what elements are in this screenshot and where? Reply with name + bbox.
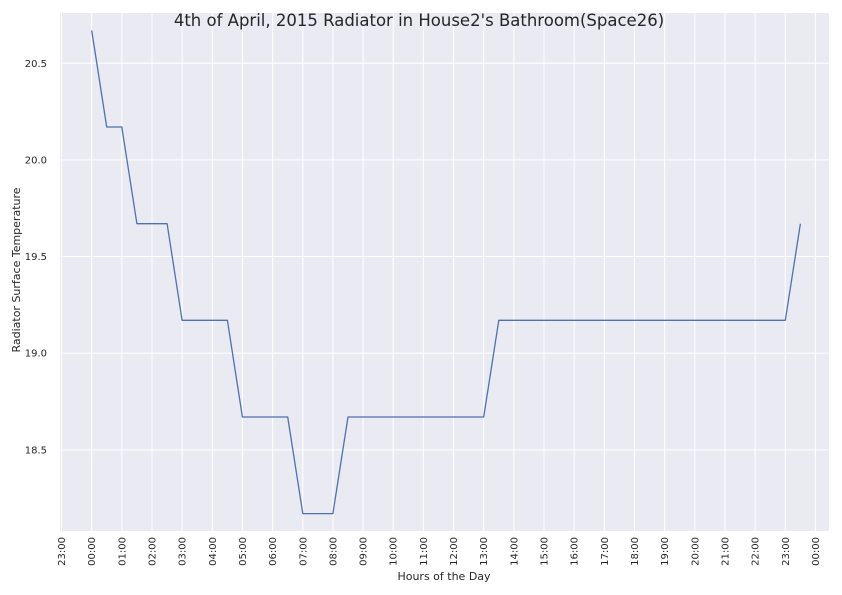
- x-axis-label: Hours of the Day: [397, 570, 491, 583]
- x-tick-label: 11:00: [419, 537, 430, 566]
- chart-title: 4th of April, 2015 Radiator in House2's …: [174, 11, 664, 30]
- y-tick-label: 19.5: [25, 252, 47, 263]
- plot-background: [60, 13, 829, 531]
- x-tick-label: 02:00: [147, 537, 158, 566]
- x-tick-label: 12:00: [449, 537, 460, 566]
- x-tick-label: 21:00: [720, 537, 731, 566]
- series-group: [91, 30, 802, 515]
- x-tick-label: 23:00: [781, 537, 792, 566]
- x-tick-label: 16:00: [570, 537, 581, 566]
- x-tick-label: 09:00: [359, 537, 370, 566]
- x-tick-label: 15:00: [540, 537, 551, 566]
- y-tick-label: 18.5: [25, 445, 47, 456]
- x-tick-label: 08:00: [328, 537, 339, 566]
- x-tick-label: 00:00: [811, 537, 822, 566]
- x-tick-label: 17:00: [600, 537, 611, 566]
- x-tick-label: 03:00: [178, 537, 189, 566]
- x-tick-label: 06:00: [268, 537, 279, 566]
- x-tick-label: 22:00: [751, 537, 762, 566]
- series-line: [91, 30, 802, 515]
- x-tick-label: 05:00: [238, 537, 249, 566]
- axis-ticks: 23:00 00:00 01:00 02:00 03:00 04:00 05:00 06:00…: [25, 59, 822, 566]
- x-tick-label: 23:00: [57, 537, 68, 566]
- grid-lines: [60, 13, 829, 531]
- y-tick-label: 20.5: [25, 59, 47, 70]
- x-tick-label: 20:00: [690, 537, 701, 566]
- x-tick-label: 13:00: [479, 537, 490, 566]
- x-tick-label: 18:00: [630, 537, 641, 566]
- x-tick-label: 00:00: [87, 537, 98, 566]
- y-axis-label: Radiator Surface Temperature: [10, 187, 23, 352]
- x-tick-label: 01:00: [117, 537, 128, 566]
- y-tick-label: 20.0: [25, 155, 47, 166]
- x-tick-label: 14:00: [509, 537, 520, 566]
- x-tick-label: 07:00: [298, 537, 309, 566]
- x-tick-label: 19:00: [660, 537, 671, 566]
- y-tick-label: 19.0: [25, 349, 47, 360]
- x-tick-label: 10:00: [389, 537, 400, 566]
- x-tick-label: 04:00: [208, 537, 219, 566]
